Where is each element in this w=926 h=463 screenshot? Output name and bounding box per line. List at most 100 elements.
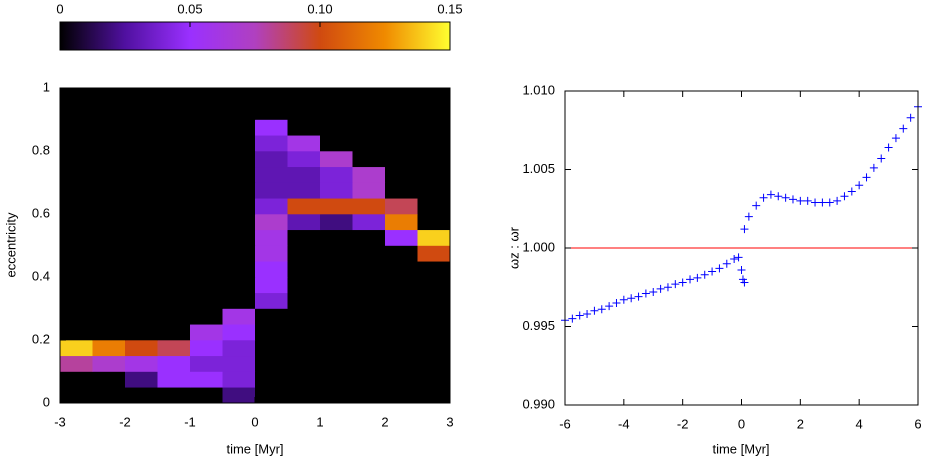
colorbar-tick-label: 0.15 [437, 1, 462, 16]
y-tick-label: 0.990 [522, 396, 555, 411]
heatmap-cell [190, 387, 223, 404]
heatmap-cell [125, 261, 158, 278]
point [740, 225, 749, 234]
heatmap-cell [287, 229, 321, 246]
point [663, 283, 672, 292]
heatmap-cell [125, 308, 158, 325]
heatmap-cell [385, 135, 418, 152]
heatmap-cell [255, 119, 288, 136]
heatmap-cell [125, 229, 158, 246]
heatmap-cell [320, 135, 353, 152]
x-tick-label: 2 [381, 414, 388, 429]
heatmap-cell [352, 119, 386, 136]
heatmap-cell [320, 103, 353, 120]
heatmap-cell [60, 214, 93, 231]
heatmap-cell [255, 103, 288, 120]
point [811, 198, 820, 207]
heatmap-cell [352, 151, 386, 168]
x-tick-label: 0 [251, 414, 258, 429]
heatmap-cell [92, 119, 126, 136]
y-tick-label: 0.995 [522, 318, 555, 333]
point [737, 265, 746, 274]
x-tick-label: -2 [119, 414, 131, 429]
heatmap-cell [125, 324, 158, 341]
heatmap-cell [92, 292, 126, 309]
heatmap-cell [320, 340, 353, 357]
heatmap-cell [222, 245, 256, 262]
heatmap-cell [190, 214, 223, 231]
point [730, 254, 739, 263]
heatmap-cell [320, 182, 353, 199]
point [766, 190, 775, 199]
heatmap-cell [190, 103, 223, 120]
heatmap-cell [60, 245, 93, 262]
heatmap-cell [125, 292, 158, 309]
point [796, 196, 805, 205]
point [568, 314, 577, 323]
heatmap-cell [287, 387, 321, 404]
point [869, 163, 878, 172]
heatmap-cell [287, 292, 321, 309]
heatmap-cell [157, 182, 191, 199]
point [847, 187, 856, 196]
heatmap-cell [417, 324, 451, 341]
heatmap-cell [385, 182, 418, 199]
heatmap-cell [255, 340, 288, 357]
heatmap-cell [92, 198, 126, 215]
heatmap-cell [352, 387, 386, 404]
heatmap-cell [60, 198, 93, 215]
heatmap-cell [385, 151, 418, 168]
heatmap-cell [60, 355, 93, 372]
point [862, 173, 871, 182]
heatmap-cell [287, 198, 321, 215]
heatmap-cell [190, 166, 223, 183]
heatmap-cell [92, 103, 126, 120]
heatmap-cell [60, 151, 93, 168]
heatmap-cell [287, 340, 321, 357]
heatmap-cell [125, 88, 158, 105]
heatmap-cell [60, 292, 93, 309]
heatmap-cell [157, 340, 191, 357]
point [634, 292, 643, 301]
heatmap-cell [417, 182, 451, 199]
heatmap-cell [190, 182, 223, 199]
point [759, 193, 768, 202]
heatmap-cell [255, 277, 288, 294]
heatmap-cell [125, 371, 158, 388]
heatmap-cell [190, 261, 223, 278]
heatmap-cell [125, 277, 158, 294]
heatmap-cell [222, 166, 256, 183]
y-tick-label: 1.010 [522, 82, 555, 97]
point [818, 198, 827, 207]
heatmap-cell [385, 277, 418, 294]
heatmap-cell [385, 198, 418, 215]
heatmap-cell [190, 135, 223, 152]
heatmap-cell [222, 182, 256, 199]
heatmap-cell [352, 355, 386, 372]
heatmap-cell [157, 229, 191, 246]
heatmap-cell [125, 340, 158, 357]
heatmap-cell [222, 308, 256, 325]
heatmap-cell [190, 277, 223, 294]
heatmap-cell [157, 135, 191, 152]
heatmap-cell [222, 151, 256, 168]
heatmap-cell [125, 135, 158, 152]
point [641, 289, 650, 298]
heatmap-cell [190, 198, 223, 215]
heatmap-cell [287, 261, 321, 278]
point [715, 264, 724, 273]
heatmap-cell [222, 119, 256, 136]
heatmap-cell [352, 277, 386, 294]
y-tick-label: 0.8 [32, 142, 50, 157]
point [583, 309, 592, 318]
colorbar [59, 21, 451, 51]
heatmap-cell [157, 371, 191, 388]
heatmap-cell [255, 135, 288, 152]
point [788, 195, 797, 204]
heatmap-cell [255, 229, 288, 246]
heatmap-cell [60, 103, 93, 120]
heatmap-cell [417, 277, 451, 294]
heatmap-cell [92, 135, 126, 152]
heatmap-cell [190, 151, 223, 168]
